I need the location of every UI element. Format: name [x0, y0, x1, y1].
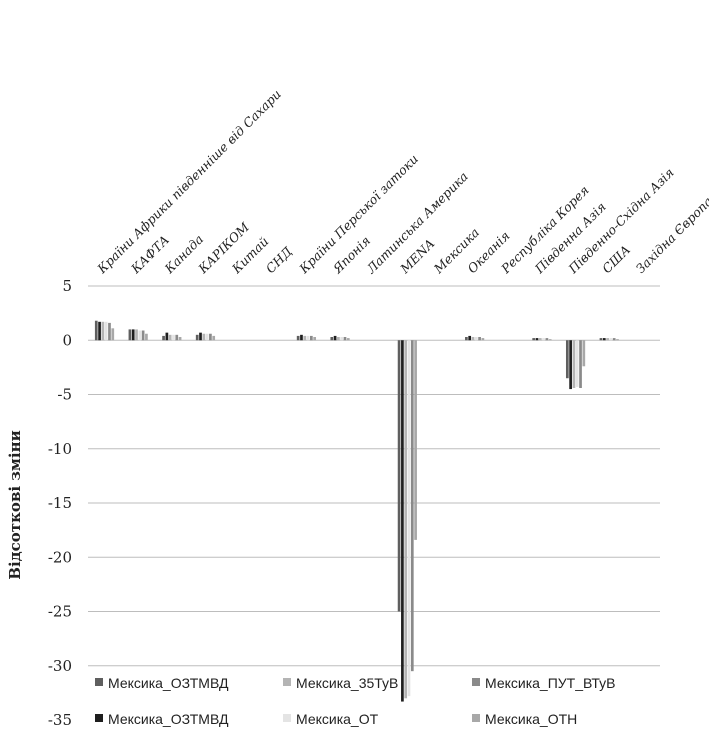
bar: [306, 335, 310, 341]
legend-label: Мексика_35ТуВ: [296, 675, 398, 691]
legend-swatch: [472, 678, 480, 686]
bar: [606, 338, 609, 341]
bar: [310, 335, 313, 341]
legend: Мексика_ОЗТМВД Мексика_35ТуВ Мексика_ПУТ_В…: [95, 675, 616, 727]
bar: [545, 338, 549, 341]
bar: [303, 335, 307, 341]
legend-label: Мексика_ПУТ_ВТуВ: [485, 675, 616, 691]
bar: [579, 340, 582, 388]
legend-swatch: [283, 678, 291, 686]
bar: [94, 320, 98, 341]
bar: [465, 337, 468, 341]
bar: [397, 340, 401, 612]
legend-swatch: [95, 714, 103, 722]
y-tick-label: -15: [48, 494, 72, 512]
y-tick-label: 5: [62, 277, 72, 295]
bar: [565, 340, 569, 379]
bar: [602, 338, 606, 341]
bar: [478, 337, 481, 341]
bar: [535, 338, 539, 341]
bar: [313, 337, 317, 341]
bar: [165, 332, 169, 341]
bar: [330, 337, 334, 341]
bar: [468, 335, 472, 341]
legend-label: Мексика_ОТН: [485, 711, 577, 727]
bar: [340, 337, 344, 341]
legend-swatch: [283, 714, 291, 722]
bar: [135, 329, 138, 341]
bars: [94, 320, 619, 702]
y-axis-label: Відсоткові зміни: [6, 430, 24, 579]
bar: [205, 333, 209, 341]
category-labels: Країни Африки південніше від СахариКАФТА…: [94, 86, 709, 276]
bar: [407, 340, 411, 697]
legend-label: Мексика_ОТ: [296, 711, 379, 727]
bar: [101, 321, 105, 341]
bar: [582, 340, 586, 367]
bar: [108, 322, 111, 341]
bar: [212, 335, 216, 341]
bar: [401, 340, 404, 702]
bar: [481, 338, 485, 341]
gridlines: [88, 285, 660, 667]
bar: [178, 337, 182, 341]
bar: [195, 334, 199, 341]
bar: [474, 337, 478, 341]
bar: [599, 338, 603, 341]
y-tick-label: -10: [48, 440, 72, 458]
bar: [414, 340, 417, 540]
bar: [145, 333, 148, 341]
bar: [575, 340, 579, 387]
legend-swatch: [472, 714, 480, 722]
bar: [471, 337, 475, 341]
bar: [175, 334, 179, 341]
bar: [612, 338, 616, 341]
bar: [548, 339, 552, 341]
bar: [98, 321, 101, 341]
bar: [532, 338, 536, 341]
bar: [609, 338, 613, 341]
bar: [616, 339, 619, 341]
y-tick-label: -35: [48, 711, 72, 729]
y-tick-label: -20: [48, 548, 72, 566]
bar: [572, 340, 576, 388]
legend-swatch: [95, 678, 103, 686]
bar: [111, 328, 115, 341]
bar: [300, 334, 303, 341]
bar: [542, 338, 545, 341]
bar: [104, 321, 108, 341]
bar: [131, 329, 135, 341]
bar: [209, 333, 212, 341]
bar: [337, 337, 340, 341]
bar: [138, 330, 142, 341]
bar: [346, 338, 350, 341]
bar: [538, 338, 542, 341]
bar: [199, 332, 202, 341]
y-tick-label: 0: [62, 331, 72, 349]
bar: [128, 329, 132, 341]
legend-label: Мексика_ОЗТМВД: [108, 711, 229, 727]
bar: [569, 340, 572, 390]
bar: [296, 335, 300, 341]
bar: [333, 335, 337, 341]
bar: [343, 337, 347, 341]
bar: [202, 333, 206, 341]
y-tick-label: -25: [48, 603, 72, 621]
y-tick-label: -5: [57, 386, 72, 404]
bar: [168, 334, 172, 341]
bar: [410, 340, 414, 672]
y-axis-ticks: 5 0 -5 -10 -15 -20 -25 -30 -35: [48, 277, 72, 729]
bar: [404, 340, 408, 699]
category-label: СНД: [263, 243, 296, 276]
bar: [141, 330, 145, 341]
legend-label: Мексика_ОЗТМВД: [108, 675, 229, 691]
bar: [162, 335, 165, 341]
y-tick-label: -30: [48, 657, 72, 675]
bar: [172, 334, 175, 341]
